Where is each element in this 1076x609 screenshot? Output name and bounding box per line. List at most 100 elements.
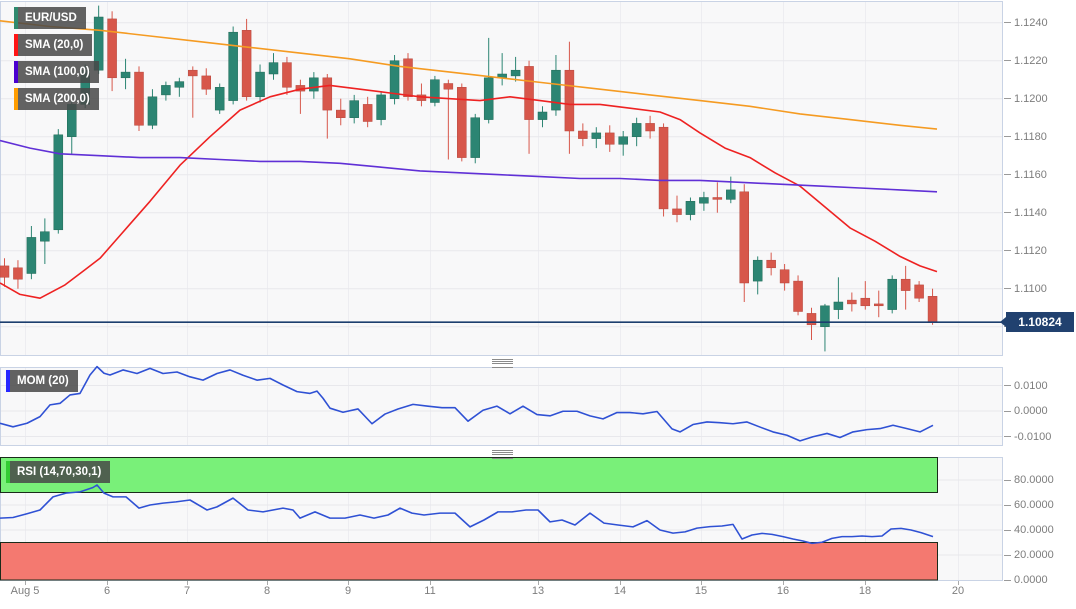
candle-bearish[interactable] [860,297,871,307]
legend-mom[interactable]: MOM (20) [6,370,78,392]
candle-bullish[interactable] [389,60,400,99]
candle-bullish[interactable] [228,31,238,101]
candle-bearish[interactable] [645,123,655,132]
rsi-axis-label: 0.0000 [1004,574,1076,586]
candle-bearish[interactable] [578,130,588,139]
legend-sma20[interactable]: SMA (20,0) [14,34,93,56]
candle-bearish[interactable] [524,66,534,120]
candle-bullish[interactable] [349,100,359,118]
price-axis-label: 1.1200 [1004,93,1076,105]
candle-bearish[interactable] [336,109,346,118]
candle-bullish[interactable] [309,77,319,92]
candle-bullish[interactable] [591,132,602,139]
candle-bullish[interactable] [551,69,561,111]
candle-bearish[interactable] [322,77,333,111]
candle-bearish[interactable] [443,83,454,90]
legend-symbol[interactable]: EUR/USD [14,7,86,29]
price-axis-label: 1.1240 [1004,17,1076,29]
candle-bearish[interactable] [188,69,198,77]
candle-bullish[interactable] [255,71,265,98]
candle-bullish[interactable] [685,201,696,215]
candle-bearish[interactable] [900,278,911,291]
legend-sma200[interactable]: SMA (200,0) [14,88,99,110]
candle-bullish[interactable] [53,134,64,231]
candle-bearish[interactable] [403,58,413,98]
price-axis-label: 1.1160 [1004,169,1076,181]
mom-line [0,365,934,442]
mom-panel[interactable] [0,367,1003,446]
candle-bearish[interactable] [658,126,669,210]
symbol-color-bar [14,7,18,29]
mom-color-bar [6,370,10,392]
candle-bearish[interactable] [564,69,575,132]
candle-bullish[interactable] [631,123,642,137]
candle-bearish[interactable] [806,313,817,326]
x-tick [25,581,26,585]
date-axis-label: 8 [263,585,271,597]
candle-bullish[interactable] [26,237,37,274]
candle-bullish[interactable] [537,111,548,120]
candle-bullish[interactable] [120,71,131,79]
candle-bullish[interactable] [268,62,279,75]
candle-bullish[interactable] [510,69,521,77]
mom-axis-label: 0.0100 [1004,380,1076,392]
candle-bullish[interactable] [147,96,158,126]
candle-bullish[interactable] [887,278,897,310]
x-tick [187,581,188,585]
candle-bullish[interactable] [214,87,225,111]
date-axis-label: 11 [424,585,436,597]
candle-bearish[interactable] [457,87,467,158]
legend-rsi[interactable]: RSI (14,70,30,1) [6,461,111,483]
date-axis-label: 14 [613,585,627,597]
x-tick [107,581,108,585]
candle-bearish[interactable] [0,265,10,278]
panel-resize-handle-bottom[interactable] [492,450,513,459]
candle-bullish[interactable] [699,197,709,204]
candle-bullish[interactable] [752,259,763,282]
candle-bullish[interactable] [376,94,386,120]
last-price-tag: 1.10824 [1000,312,1074,333]
candle-bullish[interactable] [161,85,171,96]
rsi-axis-label: 40.0000 [1004,524,1076,536]
candle-bearish[interactable] [874,303,884,307]
candle-bearish[interactable] [739,191,749,284]
candle-bearish[interactable] [712,197,723,200]
candle-bearish[interactable] [672,208,682,215]
rsi-zone-oversold [0,542,938,581]
candle-bullish[interactable] [430,79,440,103]
candle-bearish[interactable] [107,18,117,79]
sma-20-0-line [0,84,938,300]
candle-bearish[interactable] [847,299,857,305]
candle-bearish[interactable] [362,104,373,122]
candle-bullish[interactable] [470,117,480,158]
candle-bearish[interactable] [605,132,615,145]
candle-bullish[interactable] [174,81,185,88]
sma200-color-bar [14,88,18,110]
legend-sma100-label: SMA (100,0) [25,66,90,78]
candle-bullish[interactable] [40,231,50,242]
rsi-zone-overbought [0,457,938,493]
candle-bullish[interactable] [618,136,628,145]
candle-bearish[interactable] [201,75,211,90]
candle-bearish[interactable] [241,30,252,98]
sma-100-0-line [0,139,938,193]
candle-bearish[interactable] [779,269,790,284]
candle-bullish[interactable] [833,301,844,310]
mom-axis-label: 0.0000 [1004,405,1076,417]
legend-sma100[interactable]: SMA (100,0) [14,61,99,83]
legend-sma20-label: SMA (20,0) [25,39,84,51]
panel-resize-handle-top[interactable] [492,359,513,368]
candle-bearish[interactable] [927,296,938,323]
candle-bearish[interactable] [282,62,292,88]
candle-bearish[interactable] [134,71,144,126]
candle-bearish[interactable] [766,259,776,269]
candle-bullish[interactable] [726,189,736,200]
candle-bullish[interactable] [820,305,830,327]
legend-mom-label: MOM (20) [17,375,69,387]
candle-bearish[interactable] [914,284,924,299]
candle-bearish[interactable] [793,280,803,312]
price-axis-label: 1.1120 [1004,245,1076,257]
candle-bearish[interactable] [13,267,23,280]
